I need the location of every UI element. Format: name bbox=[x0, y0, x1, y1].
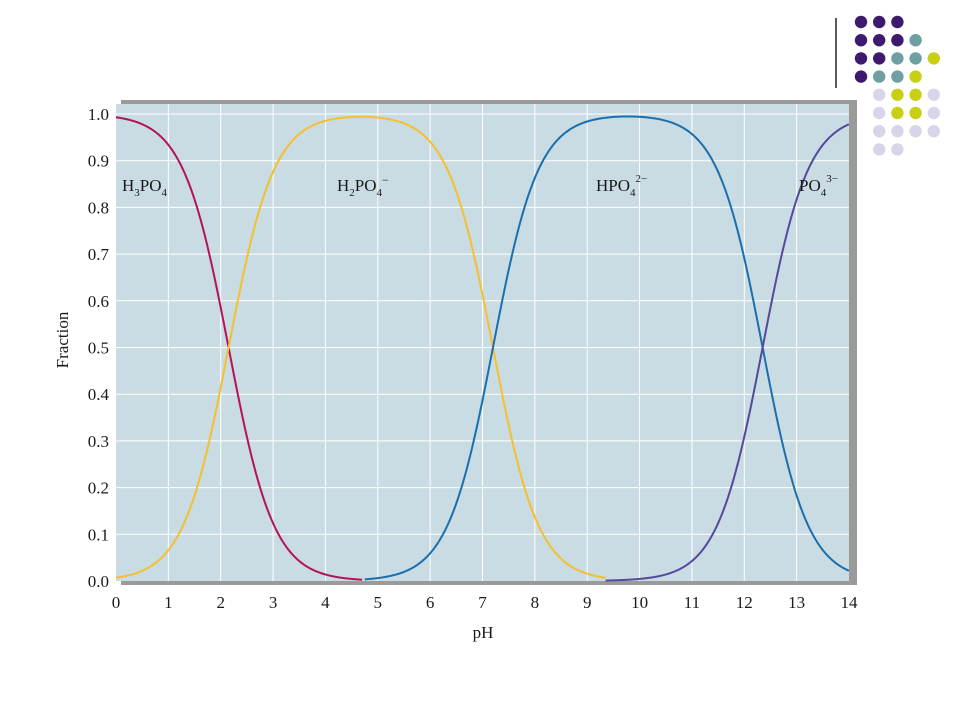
x-tick-label: 6 bbox=[426, 593, 435, 612]
decor-dot bbox=[873, 143, 886, 156]
x-tick-label: 5 bbox=[374, 593, 383, 612]
decor-dot bbox=[909, 88, 922, 102]
series-line bbox=[115, 116, 363, 581]
decor-dot bbox=[854, 15, 868, 29]
decor-dot bbox=[873, 106, 886, 120]
x-tick-label: 12 bbox=[736, 593, 753, 612]
x-tick-label: 10 bbox=[631, 593, 648, 612]
decor-dot bbox=[891, 143, 904, 156]
decor-dot bbox=[891, 15, 904, 29]
decor-dot bbox=[873, 52, 886, 65]
x-axis-label: pH bbox=[473, 623, 494, 642]
x-tick-label: 9 bbox=[583, 593, 592, 612]
decor-dot bbox=[927, 52, 940, 65]
x-tick-label: 0 bbox=[112, 593, 121, 612]
decor-dot bbox=[927, 106, 940, 120]
decor-dot bbox=[891, 88, 904, 102]
decor-dot bbox=[854, 70, 868, 83]
y-axis-label: Fraction bbox=[53, 311, 72, 368]
y-tick-label: 0.9 bbox=[88, 152, 109, 171]
y-tick-label: 0.4 bbox=[88, 385, 110, 404]
decor-dot bbox=[909, 52, 922, 65]
decor-dot bbox=[891, 34, 904, 47]
series-label: H2PO4− bbox=[337, 173, 389, 199]
y-tick-label: 0.6 bbox=[88, 292, 109, 311]
x-tick-label: 14 bbox=[841, 593, 859, 612]
decor-dot bbox=[909, 125, 922, 138]
series-line bbox=[115, 115, 606, 579]
x-tick-label: 13 bbox=[788, 593, 805, 612]
decor-dot bbox=[854, 52, 868, 65]
series-label: H3PO4 bbox=[122, 176, 168, 199]
decor-dot bbox=[873, 70, 886, 83]
series-label: PO43− bbox=[799, 173, 838, 199]
decor-dot bbox=[873, 125, 886, 138]
decor-dot bbox=[927, 125, 940, 138]
decor-dot bbox=[927, 88, 940, 102]
y-tick-label: 0.2 bbox=[88, 479, 109, 498]
y-tick-label: 0.3 bbox=[88, 432, 109, 451]
y-tick-label: 0.0 bbox=[88, 572, 109, 591]
series-line bbox=[605, 123, 850, 582]
decor-dot bbox=[854, 34, 868, 47]
decor-dot bbox=[873, 34, 886, 47]
x-tick-label: 4 bbox=[321, 593, 330, 612]
decor-dot bbox=[891, 70, 904, 83]
x-tick-label: 3 bbox=[269, 593, 278, 612]
decor-dot bbox=[873, 15, 886, 29]
decor-dot bbox=[891, 125, 904, 138]
x-tick-label: 1 bbox=[164, 593, 173, 612]
decor-dot bbox=[873, 88, 886, 102]
y-tick-label: 0.1 bbox=[88, 525, 109, 544]
series-label: HPO42− bbox=[596, 173, 647, 199]
series-line bbox=[364, 115, 850, 581]
y-tick-label: 0.8 bbox=[88, 198, 109, 217]
decor-dot bbox=[891, 52, 904, 65]
x-tick-label: 11 bbox=[684, 593, 700, 612]
decor-dot bbox=[909, 106, 922, 120]
decor-dot bbox=[891, 106, 904, 120]
y-tick-label: 1.0 bbox=[88, 105, 109, 124]
decor-dot bbox=[909, 70, 922, 83]
y-tick-label: 0.5 bbox=[88, 339, 109, 358]
decor-dot bbox=[909, 34, 922, 47]
x-tick-label: 2 bbox=[216, 593, 225, 612]
x-tick-label: 7 bbox=[478, 593, 487, 612]
x-tick-label: 8 bbox=[531, 593, 540, 612]
y-tick-label: 0.7 bbox=[88, 245, 110, 264]
